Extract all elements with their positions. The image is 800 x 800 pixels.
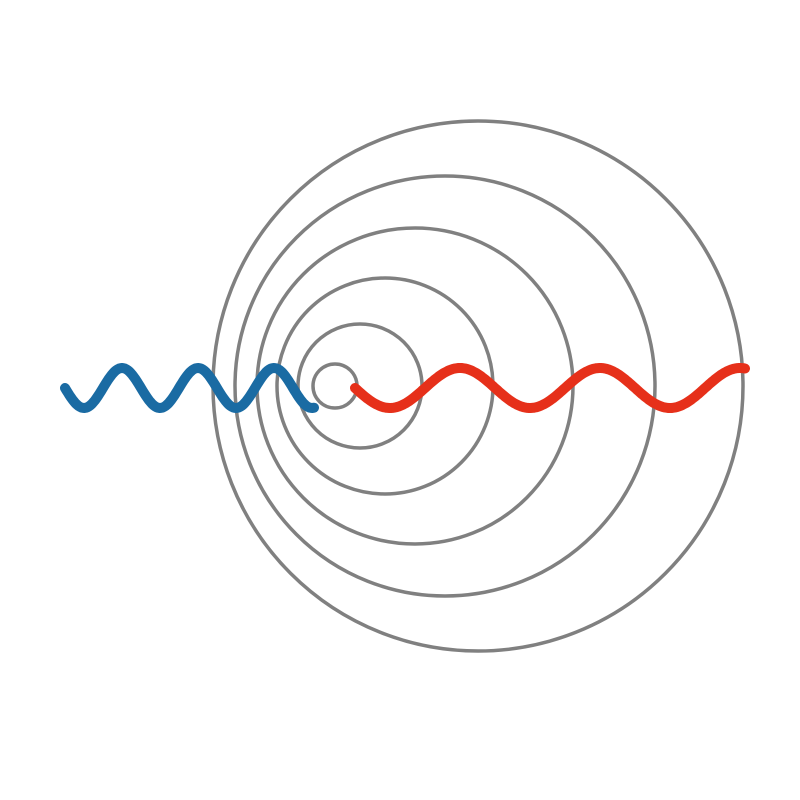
- doppler-diagram: [0, 0, 800, 800]
- background: [0, 0, 800, 800]
